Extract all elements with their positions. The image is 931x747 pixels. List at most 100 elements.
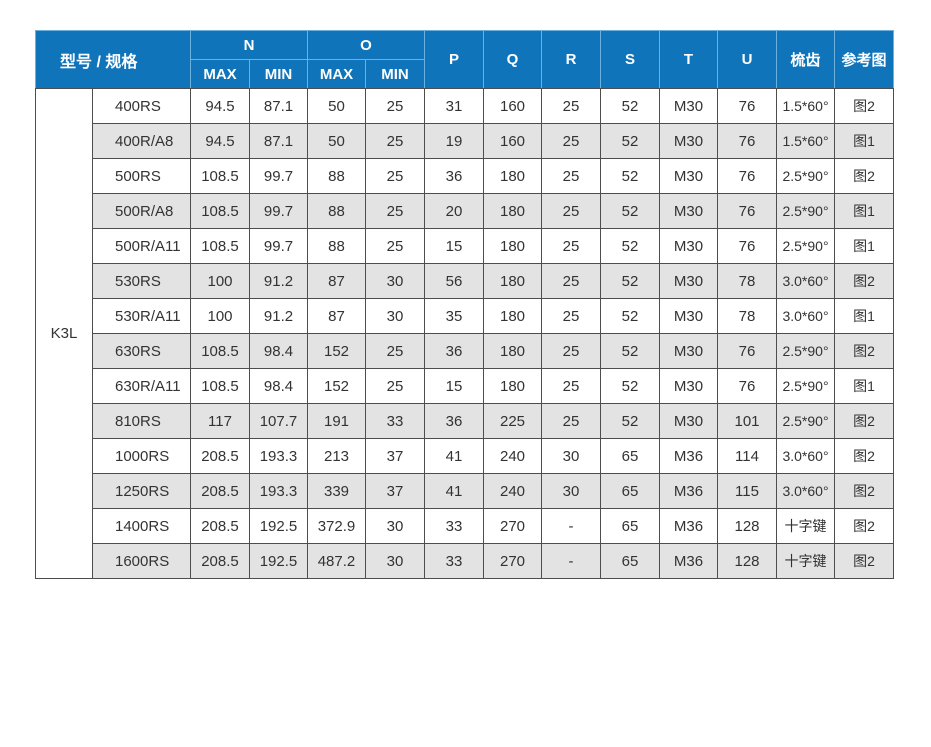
cell-s: 52	[600, 298, 661, 334]
header-col-comb: 梳齿	[776, 30, 836, 89]
cell-ref: 图2	[834, 438, 895, 474]
table-row: 530R/A11 100 91.2 87 30 35 180 25 52 M30 78 3.0*60°…	[36, 298, 895, 334]
cell-ref: 图2	[834, 263, 895, 299]
cell-r: 25	[541, 158, 602, 194]
cell-n-min: 99.7	[249, 228, 308, 264]
cell-o-min: 33	[364, 403, 426, 439]
cell-r: -	[541, 508, 602, 544]
cell-p: 36	[424, 333, 485, 369]
cell-s: 65	[600, 473, 661, 509]
cell-o-max: 50	[307, 123, 366, 159]
cell-p: 36	[424, 158, 485, 194]
cell-r: 25	[541, 88, 602, 124]
cell-r: 25	[541, 263, 602, 299]
cell-o-max: 372.9	[307, 508, 366, 544]
cell-o-min: 25	[364, 368, 426, 404]
cell-o-min: 30	[364, 298, 426, 334]
cell-s: 65	[600, 508, 661, 544]
cell-n-max: 108.5	[190, 368, 250, 404]
cell-n-max: 100	[190, 263, 250, 299]
cell-t: M36	[659, 508, 719, 544]
cell-r: 30	[541, 438, 602, 474]
cell-u: 101	[717, 403, 778, 439]
cell-comb: 2.5*90°	[776, 158, 836, 194]
cell-t: M30	[659, 193, 719, 229]
cell-n-max: 94.5	[190, 88, 250, 124]
cell-p: 15	[424, 228, 485, 264]
cell-r: -	[541, 543, 602, 579]
cell-o-min: 25	[364, 158, 426, 194]
cell-comb: 1.5*60°	[776, 88, 836, 124]
cell-u: 76	[717, 333, 778, 369]
cell-n-min: 192.5	[249, 508, 308, 544]
cell-comb: 2.5*90°	[776, 368, 836, 404]
cell-s: 52	[600, 368, 661, 404]
cell-t: M30	[659, 368, 719, 404]
header-col-n: N	[190, 30, 308, 60]
header-col-r: R	[541, 30, 602, 89]
cell-u: 76	[717, 123, 778, 159]
cell-u: 78	[717, 298, 778, 334]
cell-r: 25	[541, 368, 602, 404]
cell-model: 1600RS	[92, 543, 191, 579]
cell-n-min: 98.4	[249, 368, 308, 404]
cell-q: 180	[483, 298, 543, 334]
table-row: 630R/A11 108.5 98.4 152 25 15 180 25 52 M30 76 2.5*…	[36, 368, 895, 404]
cell-u: 76	[717, 88, 778, 124]
cell-n-max: 108.5	[190, 158, 250, 194]
cell-p: 31	[424, 88, 485, 124]
cell-n-min: 99.7	[249, 158, 308, 194]
cell-r: 25	[541, 403, 602, 439]
cell-s: 52	[600, 228, 661, 264]
cell-model: 810RS	[92, 403, 191, 439]
table-row: 500R/A11 108.5 99.7 88 25 15 180 25 52 M30 76 2.5*9…	[36, 228, 895, 264]
cell-model: 630RS	[92, 333, 191, 369]
cell-q: 160	[483, 123, 543, 159]
cell-s: 52	[600, 403, 661, 439]
cell-n-min: 193.3	[249, 438, 308, 474]
cell-model: 500RS	[92, 158, 191, 194]
header-col-p: P	[424, 30, 485, 89]
cell-o-min: 30	[364, 508, 426, 544]
cell-comb: 2.5*90°	[776, 193, 836, 229]
cell-n-max: 208.5	[190, 438, 250, 474]
cell-r: 25	[541, 333, 602, 369]
cell-n-min: 192.5	[249, 543, 308, 579]
cell-o-max: 87	[307, 263, 366, 299]
cell-u: 115	[717, 473, 778, 509]
cell-q: 180	[483, 263, 543, 299]
cell-model: 400RS	[92, 88, 191, 124]
header-col-ref: 参考图	[834, 30, 895, 89]
cell-q: 240	[483, 438, 543, 474]
cell-comb: 3.0*60°	[776, 298, 836, 334]
cell-o-max: 191	[307, 403, 366, 439]
cell-s: 65	[600, 543, 661, 579]
cell-u: 76	[717, 368, 778, 404]
cell-comb: 2.5*90°	[776, 228, 836, 264]
table-row: 630RS 108.5 98.4 152 25 36 180 25 52 M30 76 2.5*90°…	[36, 333, 895, 369]
header-col-q: Q	[483, 30, 543, 89]
cell-ref: 图2	[834, 88, 895, 124]
header-model-spec: 型号 / 规格	[35, 30, 191, 89]
header-o-min: MIN	[364, 59, 426, 89]
cell-ref: 图2	[834, 333, 895, 369]
cell-o-min: 25	[364, 333, 426, 369]
cell-ref: 图2	[834, 508, 895, 544]
cell-o-max: 88	[307, 193, 366, 229]
cell-o-max: 88	[307, 158, 366, 194]
cell-o-max: 213	[307, 438, 366, 474]
cell-n-min: 193.3	[249, 473, 308, 509]
cell-model: 1250RS	[92, 473, 191, 509]
cell-ref: 图2	[834, 543, 895, 579]
cell-t: M30	[659, 88, 719, 124]
cell-comb: 3.0*60°	[776, 438, 836, 474]
cell-u: 128	[717, 508, 778, 544]
cell-model: 530R/A11	[92, 298, 191, 334]
table-row: K3L 400RS 94.5 87.1 50 25 31 160 25 52 M30 76 1.5*60…	[35, 88, 895, 579]
header-n-max: MAX	[190, 59, 250, 89]
spec-table: 型号 / 规格 N O P Q R S T U 梳齿 参考图 MAX MIN M…	[35, 30, 895, 579]
cell-n-max: 94.5	[190, 123, 250, 159]
cell-o-min: 30	[364, 263, 426, 299]
cell-n-min: 91.2	[249, 298, 308, 334]
cell-r: 25	[541, 228, 602, 264]
